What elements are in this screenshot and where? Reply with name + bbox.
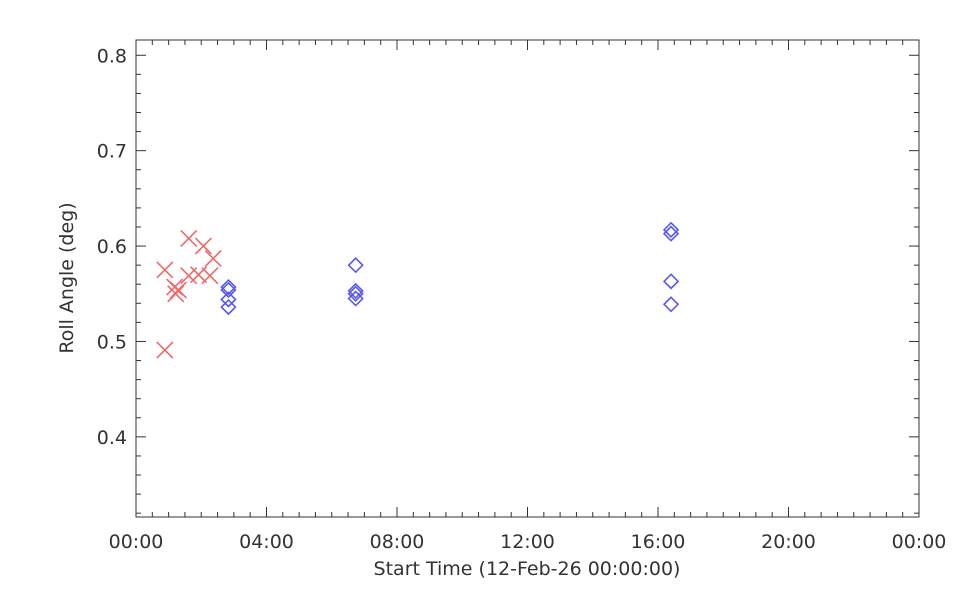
x-marker-point — [156, 341, 174, 359]
data-points — [156, 221, 680, 359]
x-tick-label: 12:00 — [500, 531, 555, 553]
y-tick-label: 0.4 — [97, 427, 127, 449]
plot-frame — [135, 39, 920, 518]
x-marker-point — [201, 267, 219, 285]
x-tick-labels: 00:00 04:00 08:00 12:00 16:00 20:00 00:00 — [109, 531, 947, 553]
x-marker-point — [180, 229, 198, 247]
diamond-marker-point — [662, 221, 680, 238]
x-tick-label: 04:00 — [239, 531, 294, 553]
y-axis-title: Roll Angle (deg) — [56, 202, 78, 353]
y-tick-label: 0.6 — [97, 236, 127, 258]
diamond-marker-point — [347, 257, 364, 274]
x-tick-label: 00:00 — [109, 531, 164, 553]
diamond-marker-point — [347, 282, 364, 300]
x-tick-label: 00:00 — [892, 531, 947, 553]
diamond-marker-point — [220, 278, 237, 296]
x-tick-label: 16:00 — [631, 531, 686, 553]
diamond-marker-point — [347, 290, 364, 307]
diamond-marker-point — [662, 273, 680, 290]
y-tick-label: 0.5 — [97, 331, 127, 353]
x-axis-title: Start Time (12-Feb-26 00:00:00) — [374, 558, 681, 580]
axis-ticks — [135, 40, 920, 517]
diamond-marker-point — [347, 285, 364, 302]
diamond-marker-point — [220, 291, 237, 308]
y-tick-labels: 0.4 0.5 0.6 0.7 0.8 — [97, 45, 127, 449]
diamond-marker-point — [662, 225, 680, 242]
x-marker-point — [204, 249, 222, 268]
x-marker-point — [169, 281, 187, 299]
diamond-marker-point — [662, 296, 680, 313]
x-marker-point — [156, 261, 174, 279]
y-tick-label: 0.7 — [97, 141, 127, 163]
x-marker-point — [194, 237, 212, 255]
x-tick-label: 08:00 — [370, 531, 425, 553]
x-tick-label: 20:00 — [761, 531, 816, 553]
diamond-marker-point — [220, 281, 237, 299]
diamond-marker-point — [220, 298, 237, 316]
y-tick-label: 0.8 — [97, 45, 127, 67]
